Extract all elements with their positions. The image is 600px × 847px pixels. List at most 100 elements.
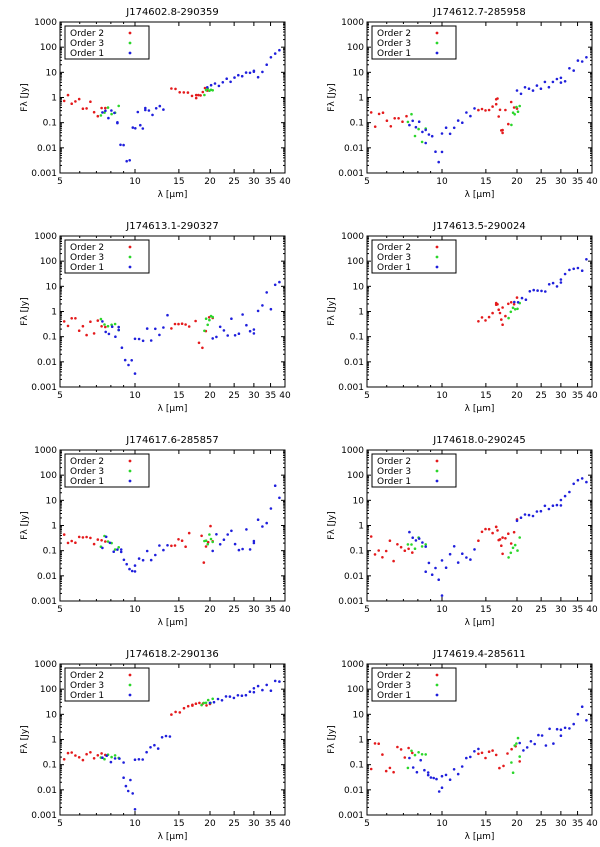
data-point <box>177 322 180 326</box>
data-point <box>385 119 389 122</box>
data-point <box>411 119 415 123</box>
y-tick-label: 0.1 <box>43 547 57 557</box>
y-tick-label: 0.001 <box>338 169 364 179</box>
data-point <box>510 761 513 764</box>
data-point <box>469 755 472 759</box>
chart-title: J174602.8-290359 <box>125 7 218 18</box>
data-point <box>501 128 504 132</box>
data-point <box>222 538 226 541</box>
data-point <box>240 694 244 697</box>
data-point <box>131 792 134 795</box>
data-point <box>432 776 436 780</box>
y-tick-label: 0.01 <box>344 572 364 582</box>
data-point <box>504 537 507 540</box>
data-point <box>104 325 107 329</box>
data-point <box>392 559 395 563</box>
data-point <box>66 93 70 97</box>
x-tick-label: 30 <box>248 391 260 401</box>
data-point <box>501 536 504 539</box>
data-point <box>70 102 73 105</box>
y-tick-label: 100 <box>347 685 364 695</box>
data-point <box>113 322 117 326</box>
data-point <box>104 535 108 539</box>
data-point <box>496 529 499 532</box>
data-point <box>211 337 214 340</box>
data-point <box>513 113 516 116</box>
legend-marker <box>128 683 132 687</box>
data-point <box>469 114 472 118</box>
data-point <box>516 301 520 304</box>
data-point <box>105 754 108 757</box>
y-tick-label: 0.1 <box>350 761 364 771</box>
x-tick-label: 30 <box>248 177 260 187</box>
data-point <box>186 91 190 94</box>
data-point <box>162 108 165 111</box>
data-point <box>117 546 120 549</box>
legend-marker <box>435 479 439 483</box>
data-point <box>548 727 551 731</box>
chart-panel-8: J174619.4-285611 5 10 15 20 25 30 35 40 0.001 0.01… <box>327 649 598 842</box>
legend-marker <box>128 41 132 45</box>
data-point <box>265 291 269 294</box>
data-point <box>182 706 186 710</box>
data-point <box>484 109 487 112</box>
data-point <box>585 258 588 261</box>
y-tick-label: 1000 <box>341 660 364 670</box>
data-point <box>206 540 210 544</box>
data-point <box>77 97 81 101</box>
data-point <box>509 542 513 545</box>
data-point <box>178 91 181 94</box>
series-order-3 <box>99 87 214 117</box>
x-tick-label: 20 <box>204 177 216 187</box>
series-order-1 <box>408 56 588 164</box>
y-tick-label: 10 <box>46 710 58 720</box>
series-order-2 <box>369 97 519 135</box>
data-point <box>523 513 527 516</box>
data-point <box>456 772 460 776</box>
data-point <box>203 329 206 333</box>
data-point <box>261 525 264 528</box>
data-point <box>128 567 131 571</box>
legend-box <box>64 667 150 702</box>
data-point <box>585 56 588 59</box>
x-axis-label: λ [μm] <box>158 832 188 842</box>
data-point <box>563 80 567 83</box>
data-point <box>473 107 476 110</box>
data-point <box>532 288 535 292</box>
y-tick-label: 10 <box>353 710 365 720</box>
data-point <box>544 744 548 747</box>
legend-label: Order 1 <box>377 477 411 487</box>
data-point <box>230 317 233 321</box>
data-point <box>252 687 256 690</box>
data-point <box>122 143 125 147</box>
data-point <box>137 337 141 341</box>
data-point <box>252 69 256 73</box>
data-point <box>509 100 513 104</box>
data-point <box>410 749 413 753</box>
data-point <box>154 553 157 557</box>
data-point <box>147 109 151 112</box>
data-point <box>125 159 128 163</box>
data-point <box>241 547 244 551</box>
x-tick-label: 40 <box>279 605 291 615</box>
chart-panel-7: J174618.2-290136 5 10 15 20 25 30 35 40 0.001 0.01… <box>20 649 291 842</box>
data-point <box>424 128 428 132</box>
data-point <box>128 159 131 162</box>
data-point <box>512 302 516 306</box>
y-axis-label: Fλ [Jy] <box>327 83 337 111</box>
data-point <box>494 102 498 106</box>
data-point <box>145 327 149 330</box>
legend-label: Order 2 <box>377 671 411 681</box>
data-point <box>269 56 273 59</box>
data-point <box>162 326 165 329</box>
data-point <box>473 750 476 753</box>
data-point <box>551 80 555 84</box>
data-point <box>487 108 491 112</box>
data-point <box>487 527 491 531</box>
y-tick-label: 1 <box>358 308 364 318</box>
data-point <box>110 109 113 112</box>
data-point <box>444 773 448 777</box>
data-point <box>555 503 559 507</box>
legend-marker <box>128 479 132 483</box>
y-tick-label: 100 <box>40 257 57 267</box>
